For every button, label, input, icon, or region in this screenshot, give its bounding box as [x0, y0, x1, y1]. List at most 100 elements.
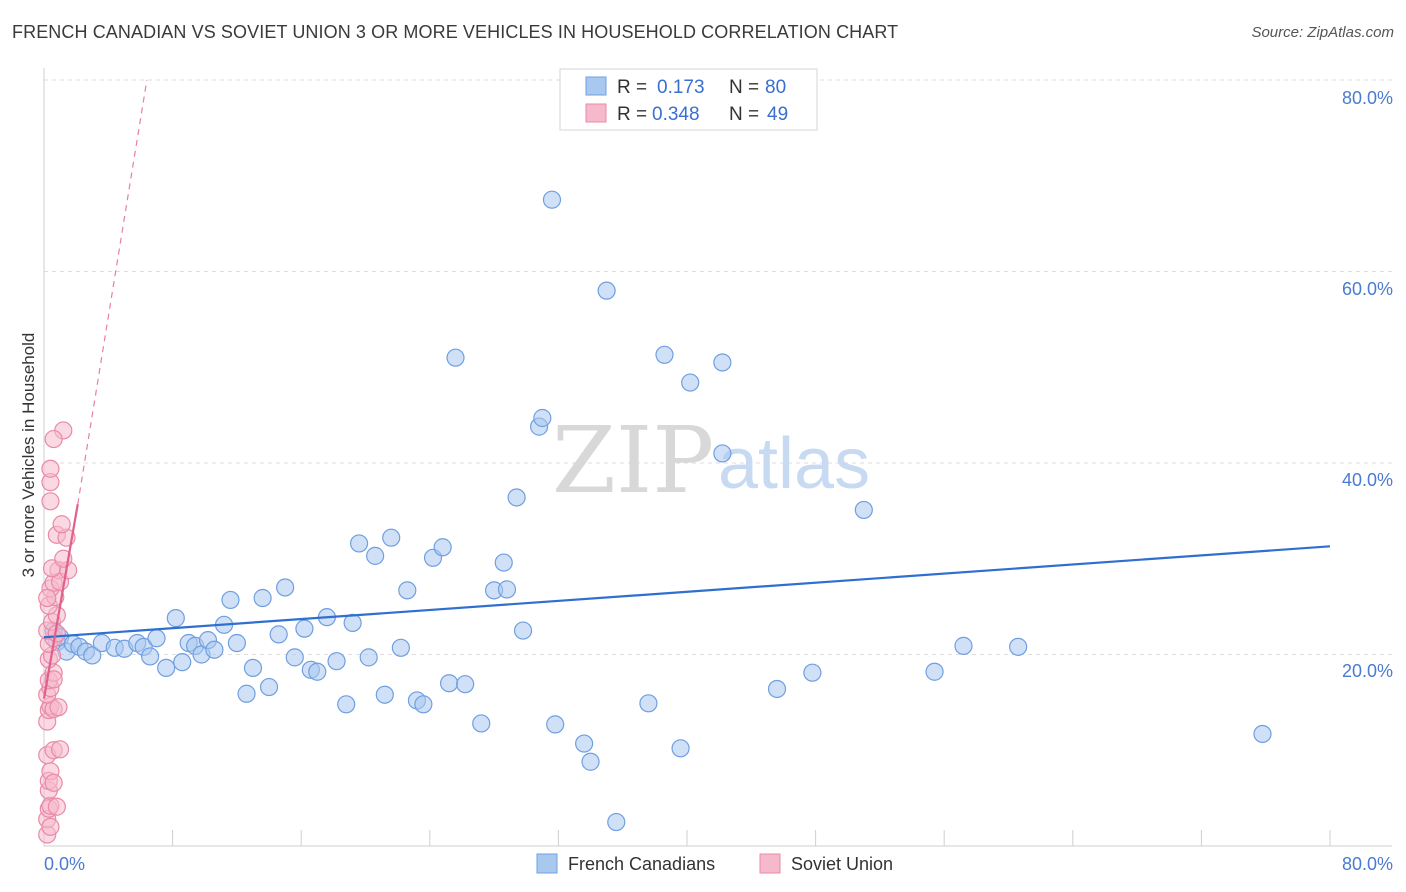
- french-canadian-point: [925, 662, 944, 681]
- grid-lines: [44, 79, 1392, 655]
- soviet-union-point: [50, 740, 70, 759]
- french-canadian-point: [767, 679, 787, 699]
- french-canadian-point: [639, 694, 658, 713]
- x-tick-min: 0.0%: [44, 854, 85, 874]
- french-canadian-point: [349, 534, 369, 553]
- french-canadian-point: [205, 640, 224, 659]
- soviet-union-point: [44, 773, 63, 792]
- french-canadian-point: [253, 588, 272, 608]
- french-canadian-point: [433, 538, 452, 557]
- french-canadian-point: [671, 739, 690, 758]
- legend-r-value-soviet: 0.348: [652, 104, 700, 125]
- legend-n-label-soviet: N =: [729, 104, 759, 125]
- french-canadian-point: [546, 715, 565, 734]
- french-canadian-point: [803, 663, 822, 682]
- french-canadian-point: [375, 685, 394, 704]
- french-canadian-point: [456, 675, 475, 694]
- french-canadian-point: [497, 580, 517, 599]
- soviet-union-point: [44, 670, 63, 689]
- french-canadian-point: [597, 281, 616, 300]
- soviet-union-point: [41, 817, 60, 836]
- french-canadian-point: [308, 662, 327, 681]
- trend-lines: [42, 79, 1331, 699]
- french-canadian-point: [227, 633, 246, 653]
- x-axis-ticks: [172, 830, 1331, 846]
- french-canadian-point: [276, 578, 295, 597]
- french-canadian-point: [173, 653, 192, 672]
- french-canadian-point: [713, 353, 732, 372]
- french-canadian-point: [147, 629, 166, 648]
- watermark-zip: ZIP: [552, 407, 714, 514]
- french-canadian-point: [366, 546, 385, 565]
- y-tick-60: 60.0%: [1342, 279, 1393, 299]
- soviet-union-point: [47, 797, 66, 816]
- soviet-union-point: [41, 492, 60, 511]
- french-canadian-point: [655, 345, 674, 364]
- bottom-legend-swatch-soviet: [759, 853, 781, 874]
- french-canadian-point: [533, 408, 552, 428]
- french-canadian-point: [439, 674, 459, 693]
- french-canadian-point: [681, 373, 700, 392]
- y-tick-20: 20.0%: [1342, 661, 1393, 681]
- chart-title: FRENCH CANADIAN VS SOVIET UNION 3 OR MOR…: [12, 22, 899, 42]
- french-canadian-point: [446, 348, 465, 367]
- bottom-legend-label-soviet: Soviet Union: [791, 854, 893, 874]
- french-canadian-point: [337, 695, 356, 714]
- soviet-union-point: [44, 429, 63, 449]
- french-canadian-point: [713, 444, 732, 463]
- french-canadian-point: [359, 648, 378, 667]
- french-canadian-point: [472, 714, 491, 733]
- soviet-union-point: [38, 588, 57, 608]
- french-canadian-point: [391, 638, 410, 657]
- soviet-union-point: [52, 515, 71, 534]
- french-canadian-point: [166, 609, 185, 628]
- watermark-atlas: atlas: [718, 424, 870, 504]
- series-soviet-union: [38, 421, 78, 844]
- french-canadian-point: [221, 590, 240, 610]
- french-canadian-point: [954, 636, 973, 655]
- legend-swatch-french: [585, 76, 607, 96]
- french-canadian-point: [269, 625, 288, 644]
- french-canadian-point: [157, 658, 176, 678]
- legend-r-label-soviet: R =: [617, 104, 647, 125]
- trend-line-soviet: [42, 503, 79, 699]
- french-canadian-point: [285, 648, 304, 667]
- bottom-legend: French Canadians Soviet Union: [536, 853, 893, 874]
- legend-n-value-french: 80: [765, 77, 786, 98]
- french-canadian-point: [1253, 724, 1272, 744]
- french-canadian-point: [327, 652, 346, 671]
- bottom-legend-swatch-french: [536, 853, 558, 874]
- legend-r-value-french: 0.173: [657, 77, 705, 98]
- french-canadian-point: [542, 190, 562, 209]
- french-canadian-point: [398, 581, 417, 600]
- french-canadian-point: [83, 646, 102, 665]
- french-canadian-point: [507, 488, 526, 507]
- french-canadian-point: [237, 684, 256, 703]
- french-canadian-point: [243, 658, 263, 678]
- trend-line-french: [43, 545, 1331, 639]
- french-canadian-point: [382, 528, 401, 547]
- french-canadian-point: [607, 812, 626, 832]
- y-axis-title: 3 or more Vehicles in Household: [19, 333, 38, 578]
- french-canadian-point: [1009, 637, 1028, 656]
- french-canadian-point: [295, 619, 314, 638]
- x-tick-max: 80.0%: [1342, 854, 1393, 874]
- french-canadian-point: [414, 695, 433, 714]
- trend-line-soviet-extension: [77, 79, 148, 505]
- legend-r-label-french: R =: [617, 77, 647, 98]
- french-canadian-point: [259, 677, 279, 697]
- source-credit: Source: ZipAtlas.com: [1251, 24, 1394, 41]
- french-canadian-point: [140, 647, 160, 666]
- y-tick-40: 40.0%: [1342, 470, 1393, 490]
- legend-n-value-soviet: 49: [767, 104, 788, 125]
- watermark: ZIP atlas: [552, 407, 870, 514]
- french-canadian-point: [575, 734, 594, 753]
- y-tick-80: 80.0%: [1342, 88, 1393, 108]
- french-canadian-point: [581, 752, 600, 771]
- bottom-legend-label-french: French Canadians: [568, 854, 715, 874]
- legend-swatch-soviet: [585, 103, 607, 123]
- legend-box: R = 0.173 N = 80 R = 0.348 N = 49: [559, 68, 818, 131]
- soviet-union-point: [49, 698, 68, 717]
- french-canadian-point: [513, 621, 533, 640]
